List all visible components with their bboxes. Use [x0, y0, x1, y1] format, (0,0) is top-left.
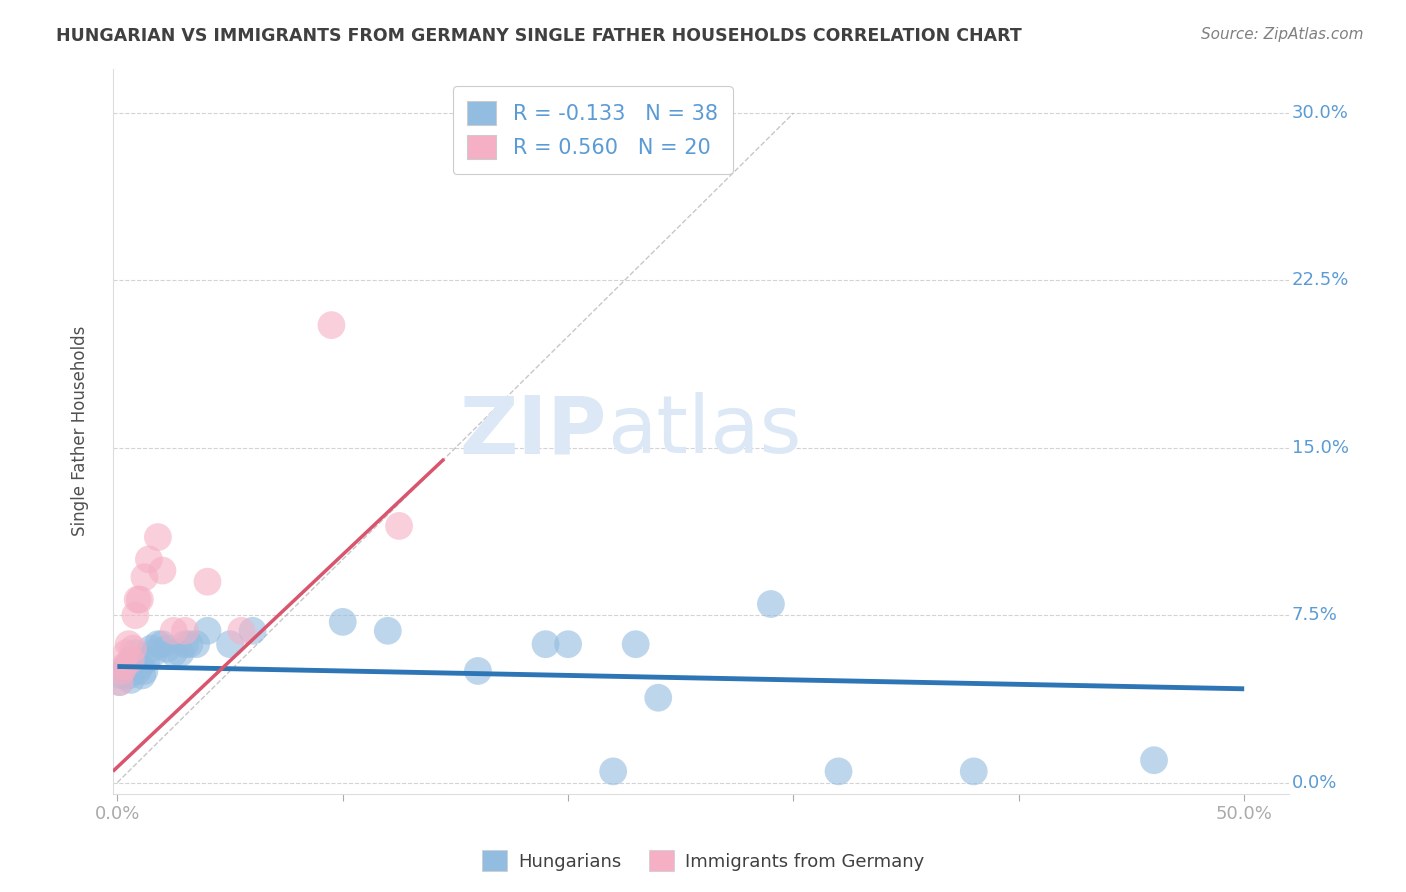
Point: [534, 637, 557, 651]
Point: [174, 624, 197, 638]
Point: [624, 637, 647, 651]
Point: [112, 659, 135, 673]
Point: [124, 608, 146, 623]
Point: [186, 637, 208, 651]
Point: [142, 646, 165, 660]
Text: 30.0%: 30.0%: [1292, 104, 1348, 122]
Point: [127, 592, 149, 607]
Point: [377, 624, 399, 638]
Point: [128, 659, 150, 673]
Point: [134, 664, 156, 678]
Point: [120, 673, 142, 687]
Text: atlas: atlas: [607, 392, 801, 470]
Point: [111, 668, 134, 682]
Point: [197, 574, 219, 589]
Point: [138, 552, 160, 566]
Point: [108, 675, 131, 690]
Point: [169, 646, 191, 660]
Point: [111, 664, 134, 678]
Point: [219, 637, 242, 651]
Point: [134, 570, 156, 584]
Legend: R = -0.133   N = 38, R = 0.560   N = 20: R = -0.133 N = 38, R = 0.560 N = 20: [453, 87, 733, 174]
Point: [388, 519, 411, 533]
Point: [108, 675, 131, 690]
Text: 7.5%: 7.5%: [1292, 607, 1337, 624]
Point: [120, 653, 142, 667]
Point: [152, 564, 174, 578]
Y-axis label: Single Father Households: Single Father Households: [72, 326, 89, 536]
Point: [156, 641, 179, 656]
Point: [602, 764, 624, 779]
Text: HUNGARIAN VS IMMIGRANTS FROM GERMANY SINGLE FATHER HOUSEHOLDS CORRELATION CHART: HUNGARIAN VS IMMIGRANTS FROM GERMANY SIN…: [56, 27, 1022, 45]
Point: [146, 530, 169, 544]
Point: [115, 659, 138, 673]
Point: [557, 637, 579, 651]
Point: [128, 592, 150, 607]
Point: [115, 646, 138, 660]
Point: [1143, 753, 1166, 767]
Text: 22.5%: 22.5%: [1292, 271, 1348, 290]
Point: [122, 641, 145, 656]
Point: [332, 615, 354, 629]
Point: [827, 764, 849, 779]
Point: [963, 764, 986, 779]
Point: [131, 668, 153, 682]
Point: [117, 637, 139, 651]
Point: [135, 653, 157, 667]
Point: [242, 624, 264, 638]
Text: 15.0%: 15.0%: [1292, 439, 1348, 457]
Point: [117, 668, 139, 682]
Point: [127, 664, 149, 678]
Point: [321, 318, 343, 332]
Point: [146, 637, 169, 651]
Point: [179, 637, 201, 651]
Point: [124, 646, 146, 660]
Point: [141, 641, 163, 656]
Text: 0.0%: 0.0%: [1292, 773, 1337, 791]
Point: [197, 624, 219, 638]
Point: [647, 690, 669, 705]
Point: [163, 624, 186, 638]
Text: ZIP: ZIP: [460, 392, 607, 470]
Text: Source: ZipAtlas.com: Source: ZipAtlas.com: [1201, 27, 1364, 42]
Point: [152, 637, 174, 651]
Point: [112, 664, 135, 678]
Point: [163, 646, 186, 660]
Point: [759, 597, 782, 611]
Point: [122, 653, 145, 667]
Point: [231, 624, 253, 638]
Point: [174, 637, 197, 651]
Legend: Hungarians, Immigrants from Germany: Hungarians, Immigrants from Germany: [475, 843, 931, 879]
Point: [467, 664, 489, 678]
